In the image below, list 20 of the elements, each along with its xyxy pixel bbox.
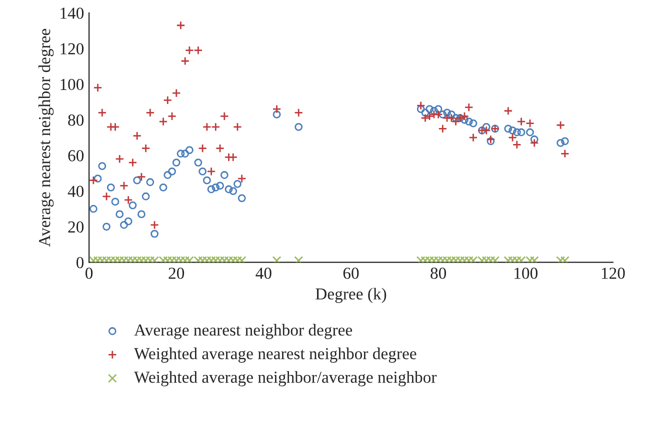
y-tick-label: 80 [68, 114, 84, 126]
legend-label: Average nearest neighbor degree [134, 324, 352, 340]
y-tick-label: 140 [60, 8, 84, 19]
x-tick-label: 40 [256, 268, 272, 279]
y-tick-label: 60 [68, 150, 84, 162]
y-tick-label: 100 [60, 78, 84, 90]
y-tick-label: 40 [68, 186, 84, 197]
legend-label: Weighted average neighbor/average neighbor [134, 371, 437, 386]
x-tick-label: 80 [430, 268, 446, 279]
x-tick-label: 120 [602, 268, 625, 279]
x-tick-label: 20 [168, 268, 184, 279]
legend-label: Weighted average nearest neighbor degree [134, 348, 416, 363]
x-tick-label: 0 [86, 268, 93, 279]
x-tick-label: 100 [514, 268, 538, 279]
x-axis-title: Degree (k) [316, 288, 386, 303]
y-tick-label: 0 [76, 257, 84, 268]
y-tick-label: 120 [60, 43, 84, 54]
y-axis-title: Average nearest neighbor degree [38, 28, 54, 247]
y-tick-label: 20 [68, 221, 84, 233]
x-tick-label: 60 [343, 268, 359, 279]
